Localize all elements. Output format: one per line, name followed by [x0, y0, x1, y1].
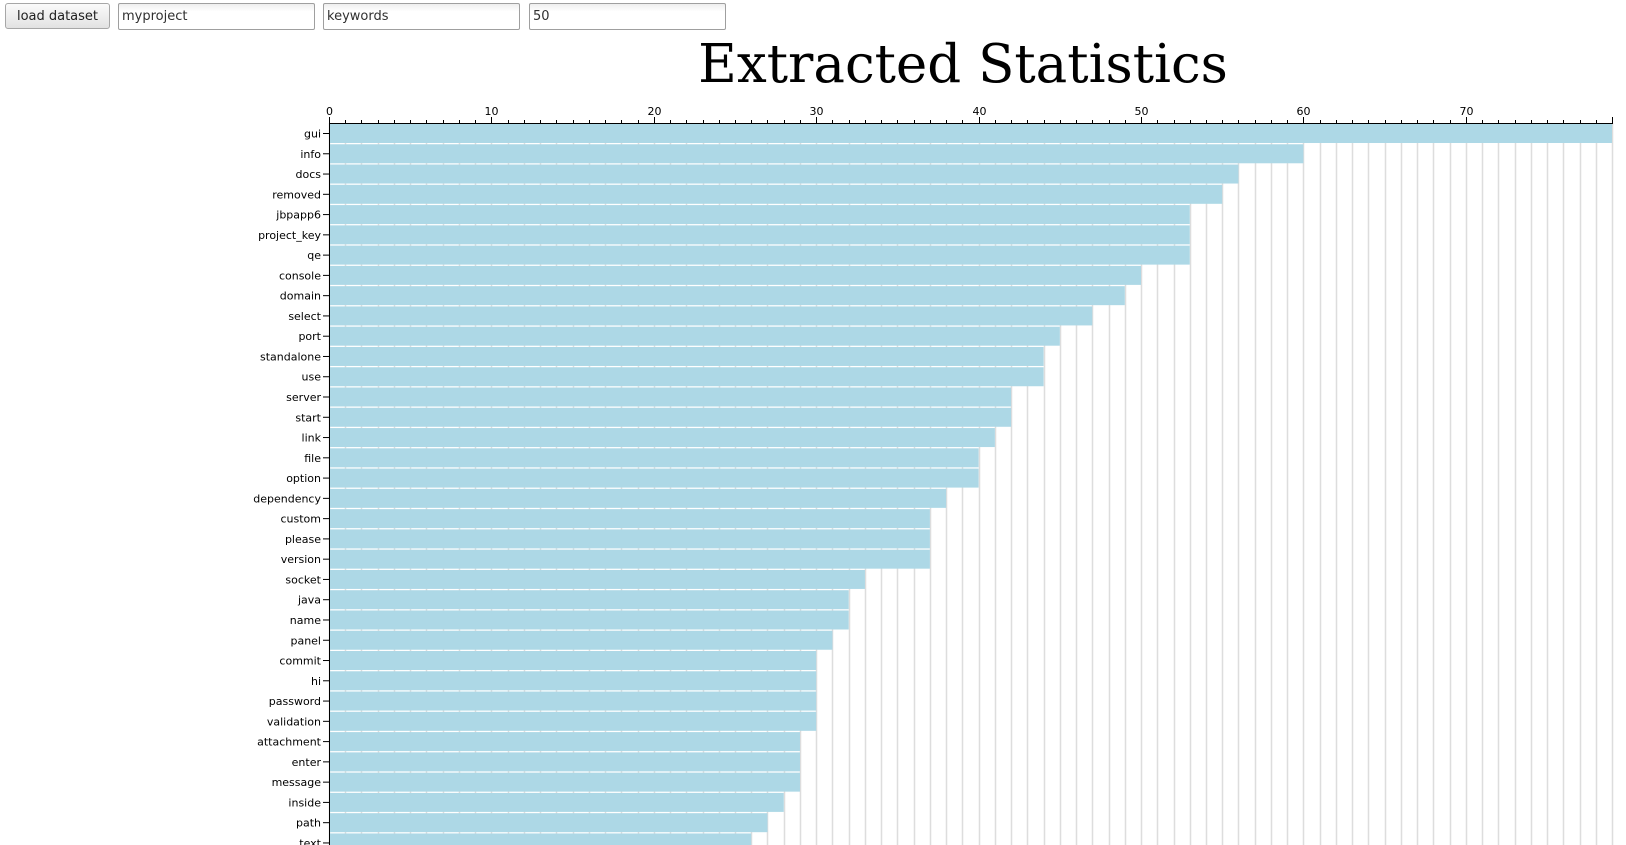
bar	[329, 691, 817, 711]
x-tick-label: 60	[1297, 105, 1311, 118]
chart-title: Extracted Statistics	[698, 34, 1228, 95]
count-input[interactable]	[529, 3, 726, 30]
bar	[329, 286, 1125, 306]
bar	[329, 387, 1012, 407]
category-label: panel	[290, 634, 321, 647]
category-label: standalone	[260, 350, 321, 363]
category-label: path	[296, 817, 321, 830]
project-input[interactable]	[118, 3, 315, 30]
category-label: gui	[304, 128, 321, 141]
category-label: project_key	[258, 229, 321, 242]
bar	[329, 124, 1612, 143]
category-label: password	[269, 695, 321, 708]
category-label: name	[290, 614, 321, 627]
category-label: attachment	[257, 736, 322, 749]
bar	[329, 772, 800, 792]
bar	[329, 367, 1044, 387]
category-label: text	[299, 837, 321, 845]
category-label: removed	[272, 188, 321, 201]
bar	[329, 225, 1190, 245]
bar	[329, 346, 1044, 366]
category-label: select	[288, 310, 321, 323]
bar	[329, 569, 865, 589]
bar	[329, 245, 1190, 265]
bar	[329, 407, 1012, 427]
category-label: socket	[285, 573, 321, 586]
bar	[329, 428, 995, 448]
bar	[329, 306, 1093, 326]
x-tick-label: 70	[1460, 105, 1474, 118]
load-dataset-button[interactable]: load dataset	[5, 3, 110, 29]
x-tick-label: 10	[485, 105, 499, 118]
bar	[329, 651, 817, 671]
bar	[329, 448, 979, 468]
x-tick-label: 40	[973, 105, 987, 118]
bar	[329, 468, 979, 488]
category-label: enter	[292, 756, 322, 769]
category-label: commit	[279, 655, 321, 668]
bar	[329, 630, 833, 650]
bar	[329, 732, 800, 752]
x-tick-label: 0	[326, 105, 333, 118]
statistic-type-input[interactable]	[323, 3, 520, 30]
bar	[329, 833, 752, 845]
x-tick-label: 20	[648, 105, 662, 118]
x-tick-label: 50	[1135, 105, 1149, 118]
category-label: dependency	[253, 492, 321, 505]
category-label: inside	[288, 796, 321, 809]
category-label: info	[300, 148, 321, 161]
bar	[329, 184, 1223, 204]
category-label: jbpapp6	[275, 209, 321, 222]
x-tick-label: 30	[810, 105, 824, 118]
bar	[329, 549, 930, 569]
category-label: file	[304, 452, 321, 465]
bar	[329, 813, 768, 833]
bar	[329, 529, 930, 549]
category-label: hi	[311, 675, 321, 688]
bar	[329, 792, 784, 812]
bar	[329, 610, 849, 630]
bar	[329, 509, 930, 529]
bar	[329, 488, 947, 508]
category-label: message	[272, 776, 322, 789]
bar	[329, 164, 1239, 184]
bar	[329, 671, 817, 691]
bar	[329, 205, 1190, 225]
category-label: use	[302, 371, 322, 384]
category-label: validation	[267, 715, 321, 728]
category-label: please	[285, 533, 321, 546]
bar	[329, 144, 1304, 164]
category-label: custom	[280, 513, 321, 526]
bar	[329, 590, 849, 610]
category-label: console	[279, 269, 321, 282]
category-label: java	[297, 594, 321, 607]
category-label: qe	[307, 249, 321, 262]
category-label: port	[298, 330, 321, 343]
category-label: option	[286, 472, 321, 485]
category-label: start	[295, 411, 321, 424]
bar	[329, 326, 1060, 346]
bar	[329, 752, 800, 772]
category-label: docs	[296, 168, 322, 181]
category-label: link	[302, 432, 322, 445]
bar	[329, 265, 1142, 285]
category-label: domain	[280, 290, 321, 303]
bar	[329, 711, 817, 731]
category-label: version	[281, 553, 321, 566]
category-label: server	[286, 391, 321, 404]
